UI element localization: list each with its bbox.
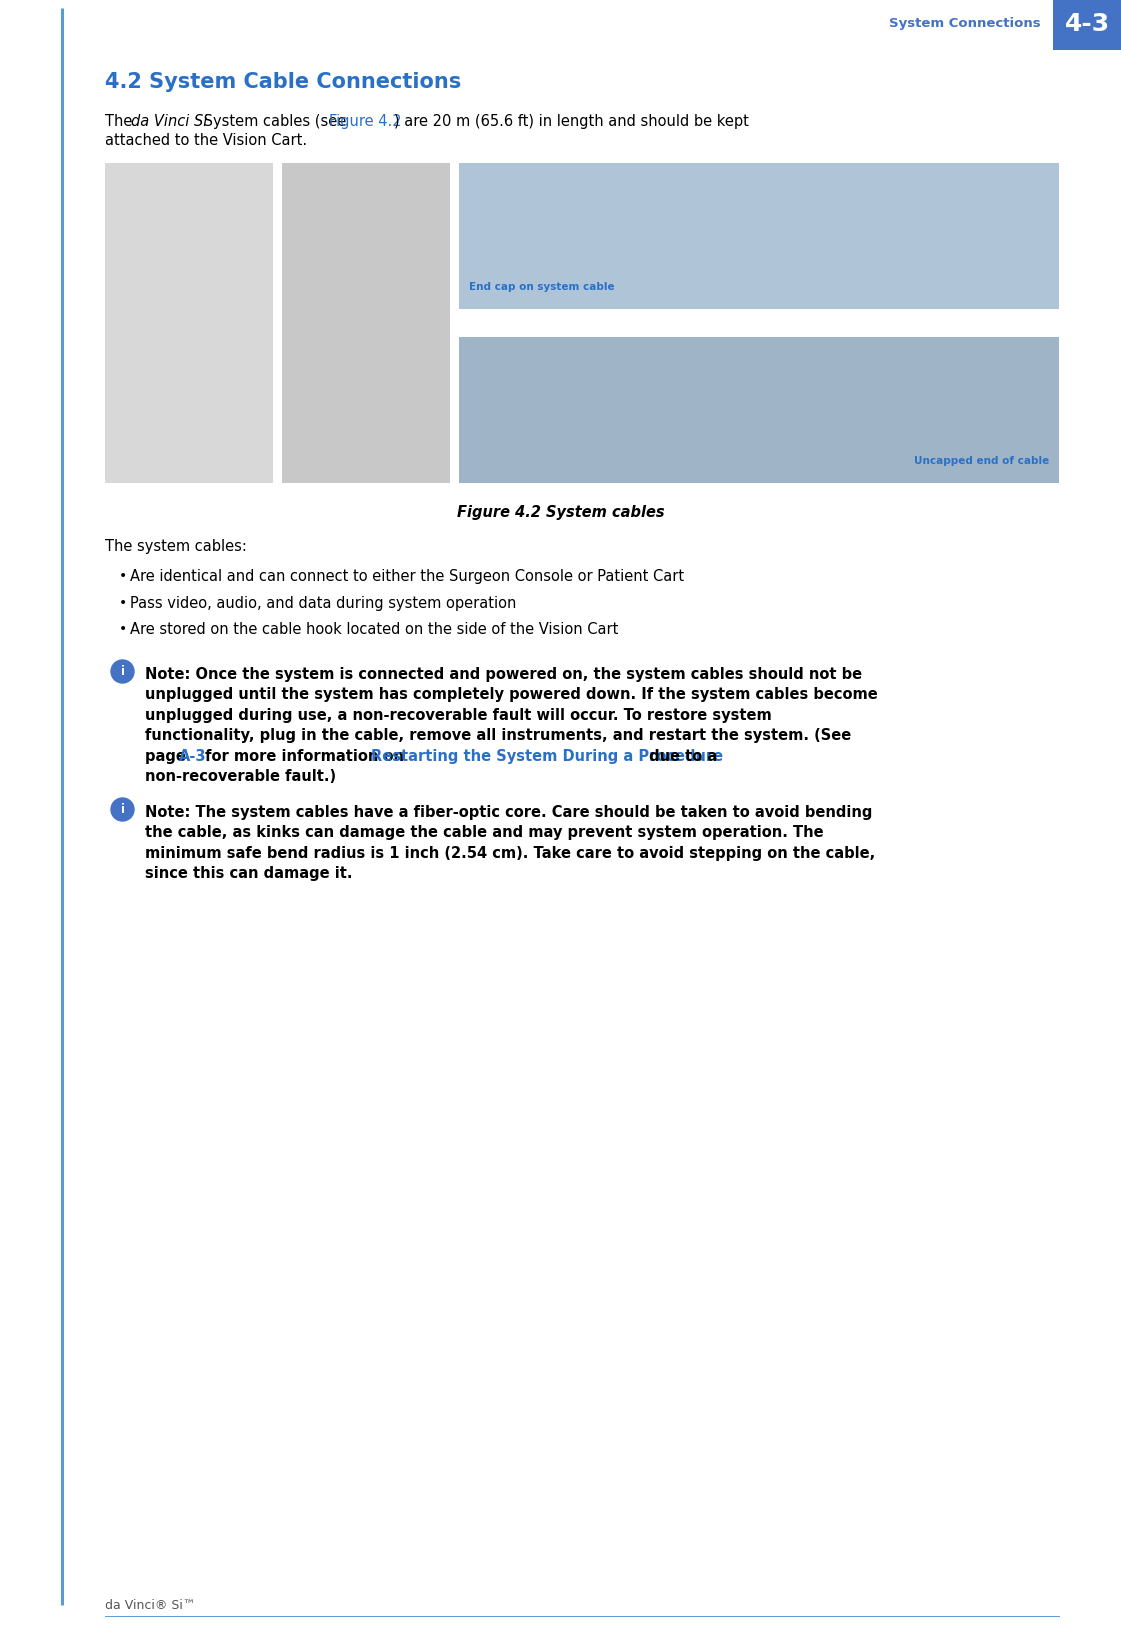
Text: The system cables:: The system cables: (105, 540, 247, 554)
Text: Figure 4.2 System cables: Figure 4.2 System cables (456, 505, 665, 520)
Bar (105, 163, 274, 483)
Text: Pass video, audio, and data during system operation: Pass video, audio, and data during syste… (130, 596, 517, 610)
Text: unplugged until the system has completely powered down. If the system cables bec: unplugged until the system has completel… (145, 686, 878, 701)
Text: Are identical and can connect to either the Surgeon Console or Patient Cart: Are identical and can connect to either … (130, 569, 684, 584)
Text: 4-3: 4-3 (1065, 12, 1110, 36)
Text: •: • (119, 596, 128, 609)
Circle shape (111, 660, 135, 683)
Text: for more information on: for more information on (200, 749, 409, 764)
Text: •: • (119, 569, 128, 582)
Text: da Vinci® Si™: da Vinci® Si™ (105, 1599, 195, 1612)
Text: System cables (see: System cables (see (200, 114, 351, 129)
Text: due to a: due to a (643, 749, 717, 764)
Text: i: i (120, 802, 124, 815)
Text: since this can damage it.: since this can damage it. (145, 866, 352, 881)
Text: da Vinci Si: da Vinci Si (131, 114, 207, 129)
Circle shape (111, 799, 135, 822)
Text: Restarting the System During a Procedure: Restarting the System During a Procedure (371, 749, 723, 764)
Text: the cable, as kinks can damage the cable and may prevent system operation. The: the cable, as kinks can damage the cable… (145, 825, 824, 840)
Text: minimum safe bend radius is 1 inch (2.54 cm). Take care to avoid stepping on the: minimum safe bend radius is 1 inch (2.54… (145, 845, 876, 861)
Text: End cap on system cable: End cap on system cable (469, 282, 614, 292)
Text: Note: Once the system is connected and powered on, the system cables should not : Note: Once the system is connected and p… (145, 667, 862, 681)
Bar (282, 163, 450, 483)
Text: Are stored on the cable hook located on the side of the Vision Cart: Are stored on the cable hook located on … (130, 622, 619, 637)
Text: non-recoverable fault.): non-recoverable fault.) (145, 769, 336, 784)
Text: The: The (105, 114, 137, 129)
Text: ) are 20 m (65.6 ft) in length and should be kept: ) are 20 m (65.6 ft) in length and shoul… (395, 114, 749, 129)
Bar (458, 163, 1059, 309)
Text: functionality, plug in the cable, remove all instruments, and restart the system: functionality, plug in the cable, remove… (145, 728, 851, 742)
Text: 4.2 System Cable Connections: 4.2 System Cable Connections (105, 73, 461, 92)
Text: i: i (120, 665, 124, 678)
Text: Uncapped end of cable: Uncapped end of cable (914, 455, 1049, 465)
Text: page: page (145, 749, 191, 764)
Text: unplugged during use, a non-recoverable fault will occur. To restore system: unplugged during use, a non-recoverable … (145, 708, 771, 723)
Text: A-3: A-3 (179, 749, 206, 764)
Text: Note: The system cables have a fiber-optic core. Care should be taken to avoid b: Note: The system cables have a fiber-opt… (145, 805, 872, 820)
Text: attached to the Vision Cart.: attached to the Vision Cart. (105, 134, 307, 148)
Text: Figure 4.2: Figure 4.2 (330, 114, 402, 129)
Text: System Connections: System Connections (889, 18, 1041, 30)
Text: •: • (119, 622, 128, 635)
Bar (1053, 0, 1121, 50)
Bar (458, 337, 1059, 483)
